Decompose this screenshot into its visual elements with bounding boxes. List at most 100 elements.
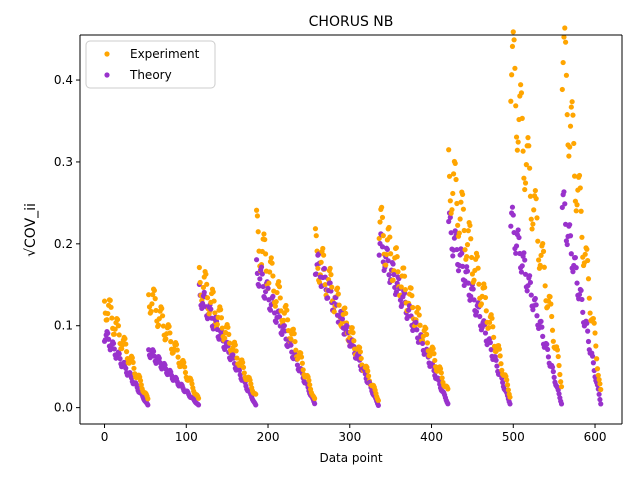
- theory-point: [384, 246, 390, 253]
- theory-point: [281, 323, 287, 329]
- experiment-point: [383, 251, 390, 258]
- experiment-point: [530, 221, 536, 227]
- experiment-point: [566, 153, 572, 159]
- experiment-point: [328, 272, 334, 278]
- theory-point: [236, 367, 243, 373]
- experiment-point: [285, 317, 291, 323]
- experiment-point: [284, 307, 290, 313]
- experiment-point: [123, 349, 130, 355]
- experiment-point: [527, 165, 533, 171]
- theory-point: [339, 316, 346, 322]
- experiment-point: [468, 236, 474, 242]
- experiment-point: [336, 302, 342, 308]
- theory-point: [470, 286, 476, 292]
- theory-point: [448, 230, 454, 236]
- theory-point: [253, 257, 260, 263]
- theory-point: [390, 261, 396, 267]
- experiment-point: [390, 277, 396, 283]
- theory-point: [253, 402, 259, 408]
- experiment-point: [218, 315, 225, 321]
- experiment-point: [108, 304, 114, 310]
- experiment-point: [567, 123, 574, 129]
- experiment-point: [214, 321, 220, 327]
- experiment-point: [457, 216, 463, 222]
- experiment-point: [248, 381, 254, 387]
- theory-point: [530, 307, 536, 313]
- experiment-point: [166, 323, 172, 330]
- theory-point: [393, 289, 399, 295]
- experiment-point: [521, 175, 527, 181]
- experiment-point: [145, 396, 151, 402]
- theory-point: [450, 253, 456, 259]
- experiment-point: [203, 271, 209, 277]
- theory-point: [559, 204, 565, 211]
- experiment-point: [109, 315, 115, 321]
- legend-label-theory: Theory: [129, 68, 172, 82]
- experiment-point: [573, 208, 579, 214]
- experiment-point: [571, 140, 577, 147]
- experiment-point: [548, 301, 554, 307]
- experiment-point: [253, 207, 260, 213]
- experiment-point: [558, 379, 564, 385]
- experiment-point: [277, 295, 283, 301]
- experiment-point: [195, 395, 202, 401]
- experiment-point: [538, 252, 544, 259]
- theory-point: [145, 402, 151, 408]
- experiment-point: [269, 260, 275, 266]
- theory-point: [544, 341, 550, 347]
- experiment-point: [498, 361, 504, 367]
- experiment-point: [474, 253, 480, 260]
- legend-marker-experiment: [104, 51, 110, 57]
- experiment-point: [467, 222, 473, 229]
- theory-point: [117, 356, 123, 362]
- theory-point: [279, 331, 285, 337]
- experiment-point: [432, 357, 438, 364]
- experiment-point: [219, 325, 225, 331]
- theory-point: [419, 340, 426, 347]
- theory-point: [468, 293, 474, 299]
- experiment-point: [423, 325, 429, 332]
- experiment-point: [151, 287, 157, 294]
- experiment-point: [496, 346, 502, 352]
- experiment-point: [424, 331, 430, 337]
- experiment-point: [342, 305, 348, 311]
- theory-point: [524, 288, 530, 294]
- y-axis-label: √COV_ii: [23, 203, 39, 257]
- experiment-point: [150, 292, 156, 298]
- experiment-point: [576, 172, 583, 179]
- experiment-point: [299, 360, 305, 366]
- theory-point: [288, 342, 294, 348]
- theory-point: [578, 287, 584, 294]
- theory-point: [265, 285, 271, 291]
- experiment-point: [578, 208, 584, 214]
- experiment-point: [452, 160, 458, 166]
- y-tick-label: 0.3: [54, 155, 73, 169]
- legend-marker-theory: [104, 72, 110, 78]
- experiment-point: [410, 304, 416, 311]
- experiment-point: [571, 173, 578, 179]
- experiment-point: [590, 315, 596, 322]
- experiment-point: [465, 228, 471, 234]
- theory-point: [273, 319, 279, 325]
- experiment-point: [163, 336, 169, 342]
- experiment-point: [290, 326, 296, 332]
- experiment-point: [320, 245, 326, 252]
- theory-point: [550, 369, 556, 375]
- experiment-point: [318, 259, 324, 265]
- theory-point: [513, 243, 520, 249]
- theory-point: [459, 263, 466, 269]
- theory-point: [533, 302, 539, 308]
- x-tick-label: 200: [257, 430, 280, 444]
- experiment-point: [365, 368, 371, 374]
- experiment-point: [182, 364, 188, 370]
- experiment-point: [160, 323, 166, 329]
- experiment-point: [549, 327, 556, 333]
- theory-point: [519, 263, 525, 269]
- experiment-point: [515, 139, 521, 145]
- experiment-point: [394, 254, 400, 260]
- experiment-point: [483, 308, 489, 314]
- experiment-point: [335, 291, 341, 297]
- theory-point: [312, 401, 318, 407]
- experiment-point: [276, 284, 283, 290]
